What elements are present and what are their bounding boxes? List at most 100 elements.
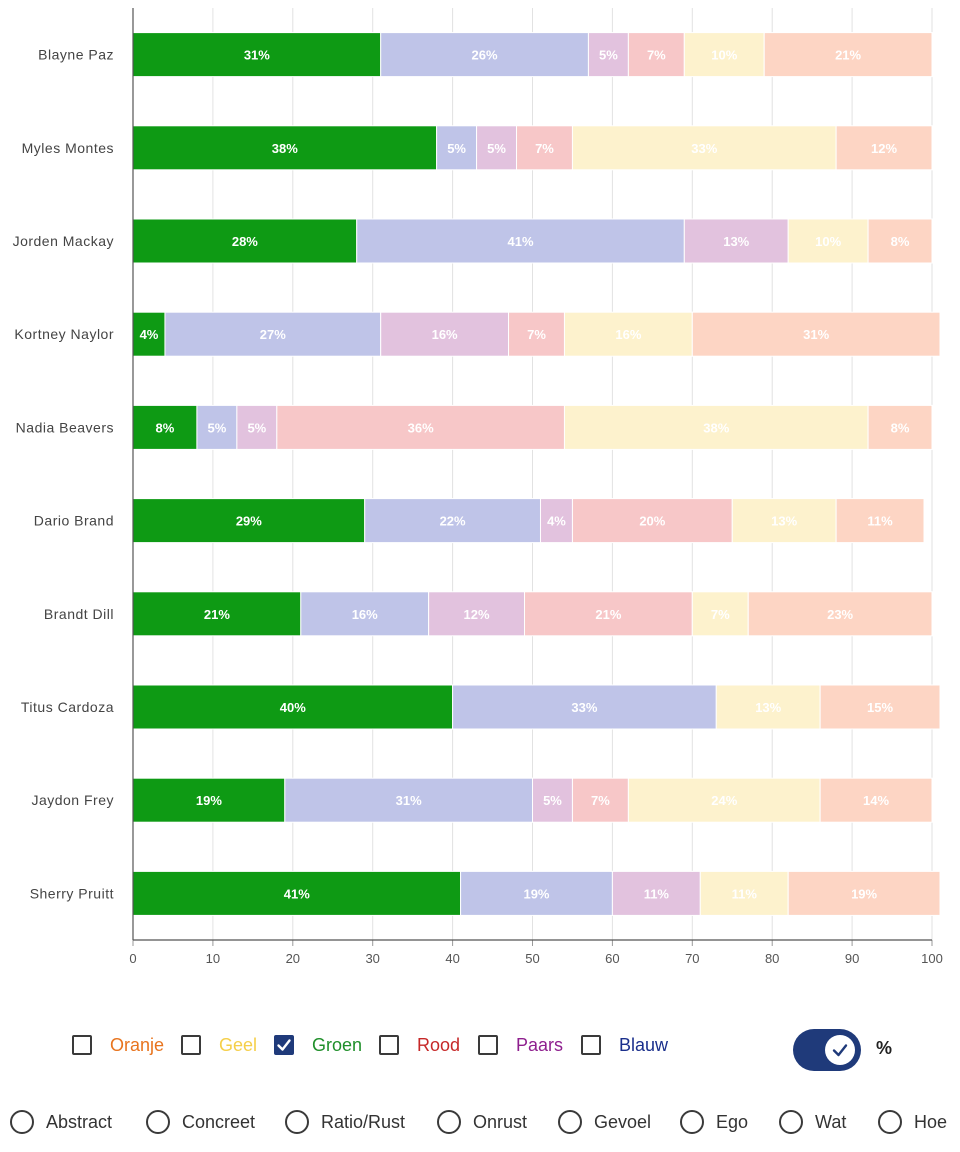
category-label: Sherry Pruitt [30,885,114,901]
data-label: 5% [599,48,618,63]
radio-ratio-rust[interactable]: Ratio/Rust [285,1100,405,1144]
bar-segment [196,404,238,450]
x-tick-label: 30 [365,951,379,966]
bar-segment [763,32,933,78]
data-label: 22% [440,514,466,529]
data-label: 11% [867,514,893,529]
data-label: 7% [527,327,546,342]
data-label: 7% [647,48,666,63]
legend-label: Oranje [110,1034,165,1055]
checkbox-box[interactable] [478,1035,498,1055]
bar-segment [867,404,933,450]
data-label: 26% [472,48,498,63]
data-label: 8% [156,420,175,435]
radio-gevoel[interactable]: Gevoel [558,1100,651,1144]
radio-label: Onrust [473,1111,528,1132]
bar-segment [132,32,382,78]
bar-segment [132,404,198,450]
radio-abstract[interactable]: Abstract [10,1100,112,1144]
checkbox-box[interactable] [181,1035,201,1055]
radio-circle[interactable] [558,1110,582,1134]
radio-label: Abstract [46,1111,113,1132]
x-tick-label: 80 [765,951,779,966]
data-label: 38% [703,420,729,435]
bar-segment [715,684,821,730]
checkbox-box[interactable] [581,1035,601,1055]
data-label: 13% [755,700,781,715]
bar-segment [276,404,565,450]
bar-segment [699,870,789,916]
radio-circle[interactable] [285,1110,309,1134]
checkbox-box[interactable] [379,1035,399,1055]
data-label: 10% [815,234,841,249]
category-label: Blayne Paz [38,47,114,63]
radio-circle[interactable] [146,1110,170,1134]
bar-segment [132,591,302,637]
percent-toggle[interactable] [793,1029,861,1071]
data-label: 21% [204,607,230,622]
bar-segment [571,125,837,171]
data-label: 24% [711,793,737,808]
data-label: 12% [464,607,490,622]
radio-circle[interactable] [779,1110,803,1134]
bar-segment [819,684,941,730]
bar-segment [284,777,533,823]
bar-segment [611,870,701,916]
bar-segment [747,591,933,637]
bar-segment [683,218,789,264]
radio-circle[interactable] [437,1110,461,1134]
checkbox-box[interactable] [274,1035,294,1055]
x-tick-label: 100 [921,951,943,966]
percent-icon: % [876,1038,893,1058]
bar-segment [452,684,717,730]
legend-label: Rood [417,1034,461,1055]
bar-segment [364,498,541,544]
data-label: 33% [571,700,597,715]
legend-checkbox-geel[interactable]: Geel [181,1020,257,1070]
data-label: 27% [260,327,286,342]
radio-wat[interactable]: Wat [779,1100,846,1144]
data-label: 8% [891,420,910,435]
radio-onrust[interactable]: Onrust [437,1100,527,1144]
legend: Oranje Geel Groen Rood Paars Blauw [0,1019,960,1071]
data-label: 11% [732,886,758,901]
bar-segment [867,218,933,264]
radio-label: Gevoel [594,1111,652,1132]
bar-segment [835,498,925,544]
bar-segment [563,311,693,357]
x-tick-label: 50 [525,951,539,966]
checkbox-box[interactable] [72,1035,92,1055]
data-label: 15% [867,700,893,715]
data-label: 41% [284,886,310,901]
radio-circle[interactable] [878,1110,902,1134]
legend-checkbox-blauw[interactable]: Blauw [581,1020,668,1070]
bar-segment [516,125,573,171]
data-label: 8% [891,234,910,249]
bar-segment [835,125,933,171]
x-tick-label: 0 [129,951,136,966]
bar-segment [164,311,382,357]
check-icon [277,1039,291,1051]
data-label: 5% [247,420,266,435]
data-label: 11% [644,886,670,901]
radio-circle[interactable] [10,1110,34,1134]
radio-label: Ego [716,1111,749,1132]
data-label: 13% [723,234,749,249]
bar-segment [380,311,510,357]
bar-segment [300,591,430,637]
radio-hoe[interactable]: Hoe [878,1100,947,1144]
radio-concreet[interactable]: Concreet [146,1100,255,1144]
radio-ego[interactable]: Ego [680,1100,748,1144]
radio-label: Hoe [914,1111,948,1132]
bar-segment [563,404,869,450]
bar-segment [587,32,629,78]
legend-checkbox-groen[interactable]: Groen [260,1019,362,1071]
data-label: 5% [207,420,226,435]
legend-checkbox-rood[interactable]: Rood [379,1020,460,1070]
data-label: 33% [691,141,717,156]
radio-circle[interactable] [680,1110,704,1134]
data-label: 20% [639,514,665,529]
legend-checkbox-paars[interactable]: Paars [478,1020,563,1070]
data-label: 23% [827,607,853,622]
legend-checkbox-oranje[interactable]: Oranje [72,1020,164,1070]
